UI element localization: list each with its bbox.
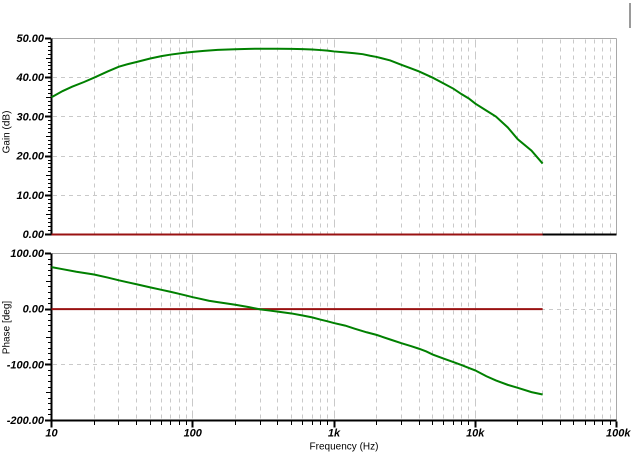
frequency-axis-title: Frequency (Hz) xyxy=(310,442,379,453)
y-axis xyxy=(45,252,53,427)
y-tick-label: -100.00 xyxy=(7,359,45,371)
y-axis xyxy=(45,37,53,236)
y-tick-label: 50.00 xyxy=(16,33,44,45)
x-tick-label: 10 xyxy=(45,428,58,440)
x-tick-labels: 10 100 1k 10k 100k xyxy=(45,428,631,440)
gain-curve xyxy=(51,47,544,165)
window-edge-fragment xyxy=(629,3,631,28)
grid xyxy=(53,254,616,420)
x-axis xyxy=(45,419,618,428)
x-tick-label: 100 xyxy=(184,428,203,440)
y-tick-label: 0.00 xyxy=(23,229,45,241)
gain-plot: 0.00 10.00 20.00 30.00 40.00 50.00 xyxy=(15,33,617,241)
plot-frame xyxy=(51,253,617,421)
y-tick-label: -200.00 xyxy=(7,415,45,427)
gain-axis-title: Gain (dB) xyxy=(2,111,13,154)
y-tick-labels: 0.00 10.00 20.00 30.00 40.00 50.00 xyxy=(15,33,44,241)
y-tick-label: 40.00 xyxy=(15,72,44,84)
y-tick-labels: -200.00 -100.00 0.00 100.00 xyxy=(7,248,45,427)
x-tick-label: 100k xyxy=(606,428,631,440)
x-tick-label: 1k xyxy=(328,428,341,440)
y-tick-label: 30.00 xyxy=(16,111,44,123)
y-tick-label: 10.00 xyxy=(16,190,44,202)
y-tick-label: 100.00 xyxy=(10,248,45,260)
phase-curve xyxy=(51,266,543,396)
x-tick-label: 10k xyxy=(466,428,485,440)
phase-axis-title: Phase [deg] xyxy=(2,301,13,355)
y-tick-label: 20.00 xyxy=(15,151,44,163)
y-tick-label: 0.00 xyxy=(23,304,45,316)
grid xyxy=(53,39,616,234)
plot-frame xyxy=(51,38,617,235)
phase-plot: -200.00 -100.00 0.00 100.00 10 100 1k 10k 100k xyxy=(7,248,631,440)
